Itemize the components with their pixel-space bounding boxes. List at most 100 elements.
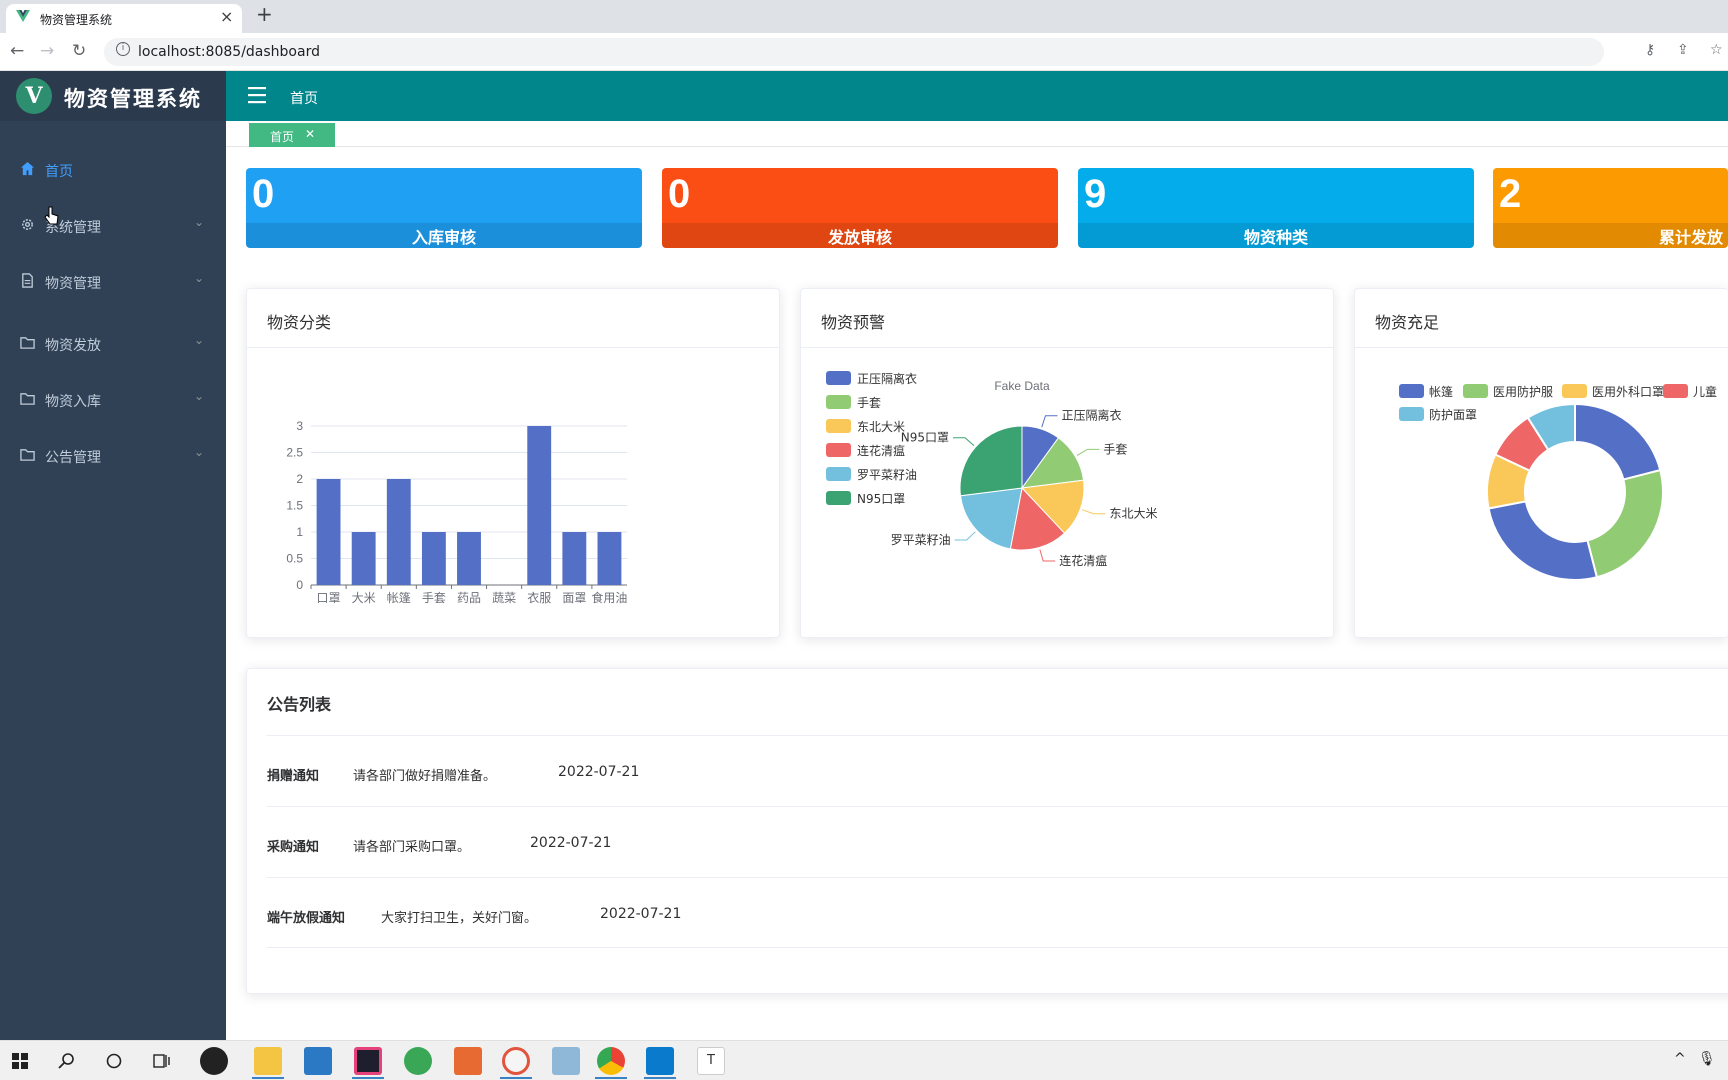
sidebar-item-inbound[interactable]: 物资入库 ⌄	[0, 379, 226, 419]
taskbar-running-indicator	[595, 1077, 627, 1079]
task-view-icon[interactable]	[153, 1053, 171, 1069]
mouse-cursor-icon	[44, 206, 59, 225]
browser-tab[interactable]: 物资管理系统 ×	[6, 4, 242, 33]
reload-icon[interactable]: ↻	[72, 41, 87, 61]
y-tick-label: 3	[296, 419, 303, 433]
bar-药品	[457, 532, 481, 585]
browser-e-icon[interactable]	[404, 1047, 432, 1075]
notice-content: 大家打扫卫生，关好门窗。	[381, 911, 538, 926]
close-icon[interactable]: ✕	[305, 127, 316, 141]
slice-label: N95口罩	[901, 431, 949, 445]
browser-tab-strip: 物资管理系统 × +	[0, 0, 1728, 33]
card-material-warning: 物资预警 Fake Data 正压隔离衣 手套 东北大米 连花清瘟 罗平菜籽油 N95口罩正…	[800, 288, 1334, 638]
address-bar[interactable]: i localhost:8085/dashboard	[104, 38, 1604, 66]
sidebar-item-notices[interactable]: 公告管理 ⌄	[0, 435, 226, 475]
logo-area: V 物资管理系统	[0, 71, 226, 121]
folder-icon	[20, 393, 35, 405]
card-material-category: 物资分类 0 0.5 1 1.5 2 2.5 3 口罩 大米 帐篷 手套 药品 蔬菜 衣服 面罩 食用油	[246, 288, 780, 638]
sidebar-item-system[interactable]: 系统管理 ⌄	[0, 205, 226, 245]
stat-card-inbound-review[interactable]: 0 入库审核	[246, 168, 642, 248]
legend-swatch	[1663, 384, 1688, 398]
app-icon-8[interactable]	[552, 1047, 580, 1075]
notice-content: 请各部门采购口罩。	[353, 840, 471, 855]
url-text[interactable]: localhost:8085/dashboard	[138, 44, 320, 60]
new-tab-icon[interactable]: +	[256, 2, 273, 26]
vue-favicon-icon	[16, 10, 30, 22]
slice-label: 正压隔离衣	[1061, 408, 1121, 423]
x-tick-label: 大米	[352, 591, 376, 605]
bookmark-star-icon[interactable]: ☆	[1710, 42, 1723, 58]
card-divider	[1355, 347, 1728, 348]
legend-label: 儿童	[1693, 384, 1717, 399]
donut-slice	[1487, 500, 1599, 581]
file-explorer-icon[interactable]	[254, 1047, 282, 1075]
sidebar-item-distribution[interactable]: 物资发放 ⌄	[0, 323, 226, 363]
notice-title: 捐赠通知	[267, 769, 320, 784]
pie-chart: Fake Data正压隔离衣手套东北大米连花清瘟罗平菜籽油N95口罩正压隔离衣手…	[826, 371, 1158, 568]
stat-label-bar	[246, 223, 642, 248]
hamburger-icon[interactable]	[248, 86, 268, 104]
app-icon-7[interactable]	[502, 1047, 530, 1075]
legend-label: 医用防护服	[1493, 384, 1553, 399]
pie-slice-连花清瘟	[1009, 486, 1066, 551]
stat-card-total-distributed[interactable]: 2 累计发放	[1493, 168, 1728, 248]
forward-icon[interactable]: →	[40, 41, 55, 61]
stat-label: 入库审核	[411, 228, 476, 247]
windows-start-icon[interactable]	[12, 1053, 28, 1069]
x-tick-label: 面罩	[562, 591, 586, 605]
chevron-down-icon: ⌄	[194, 333, 205, 347]
microphone-icon[interactable]: 🎙	[1698, 1051, 1716, 1067]
stat-card-material-types[interactable]: 9 物资种类	[1078, 168, 1474, 248]
intellij-icon[interactable]	[354, 1047, 382, 1075]
typora-icon[interactable]: T	[697, 1047, 725, 1075]
stat-label: 物资种类	[1243, 228, 1308, 247]
y-tick-label: 2	[296, 472, 303, 486]
pie-slice-罗平菜籽油	[959, 487, 1023, 550]
browser-tab-title: 物资管理系统	[40, 13, 113, 27]
y-tick-label: 2.5	[286, 446, 303, 460]
gear-icon	[22, 219, 33, 230]
card-title: 物资充足	[1375, 313, 1440, 332]
x-tick-label: 衣服	[527, 590, 551, 605]
sidebar-item-home[interactable]: 首页	[0, 149, 226, 189]
stat-card-distribution-review[interactable]: 0 发放审核	[662, 168, 1058, 248]
label-line	[1039, 549, 1056, 562]
tag-home[interactable]: 首页 ✕	[249, 123, 335, 147]
notice-row[interactable]: 采购通知 请各部门采购口罩。 2022-07-21	[267, 806, 1728, 877]
close-tab-icon[interactable]: ×	[220, 7, 234, 26]
sidebar-item-label: 物资发放	[45, 338, 101, 354]
tags-view-bar: 首页 ✕	[226, 121, 1728, 147]
back-icon[interactable]: ←	[10, 41, 25, 61]
share-icon[interactable]: ⇪	[1677, 42, 1689, 58]
breadcrumb[interactable]: 首页	[290, 91, 318, 107]
taskbar-running-indicator	[644, 1077, 676, 1079]
notice-date: 2022-07-21	[600, 906, 682, 922]
search-icon[interactable]	[58, 1052, 76, 1070]
notice-row[interactable]: 捐赠通知 请各部门做好捐赠准备。 2022-07-21	[267, 735, 1728, 806]
stat-value: 2	[1499, 172, 1522, 216]
app-icon-1[interactable]	[200, 1047, 228, 1075]
site-info-icon[interactable]: i	[116, 42, 130, 56]
chrome-icon[interactable]	[597, 1047, 625, 1075]
browser-toolbar: ← → ↻ i localhost:8085/dashboard ⚷ ⇪ ☆	[0, 33, 1728, 71]
x-tick-label: 药品	[457, 591, 481, 605]
app-title: 物资管理系统	[64, 87, 202, 111]
stat-value: 0	[668, 172, 691, 216]
vscode-icon[interactable]	[646, 1047, 674, 1075]
bar-口罩	[316, 479, 341, 585]
mail-icon[interactable]	[304, 1047, 332, 1075]
app-icon-6[interactable]	[454, 1047, 482, 1075]
sidebar-item-label: 物资管理	[45, 276, 101, 292]
tray-chevron-up-icon[interactable]: ^	[1674, 1051, 1686, 1067]
x-tick-label: 口罩	[317, 591, 341, 605]
legend-swatch	[1399, 407, 1424, 421]
notice-list-card: 公告列表 捐赠通知 请各部门做好捐赠准备。 2022-07-21 采购通知 请各…	[246, 668, 1728, 994]
notice-title: 端午放假通知	[267, 911, 346, 926]
notice-row[interactable]: 端午放假通知 大家打扫卫生，关好门窗。 2022-07-21	[267, 877, 1728, 948]
donut-slice	[1574, 402, 1662, 481]
key-icon[interactable]: ⚷	[1645, 42, 1656, 58]
cortana-icon[interactable]	[106, 1053, 122, 1069]
sidebar-item-materials[interactable]: 物资管理 ⌄	[0, 261, 226, 301]
windows-taskbar: T ^ 🎙	[0, 1040, 1728, 1080]
